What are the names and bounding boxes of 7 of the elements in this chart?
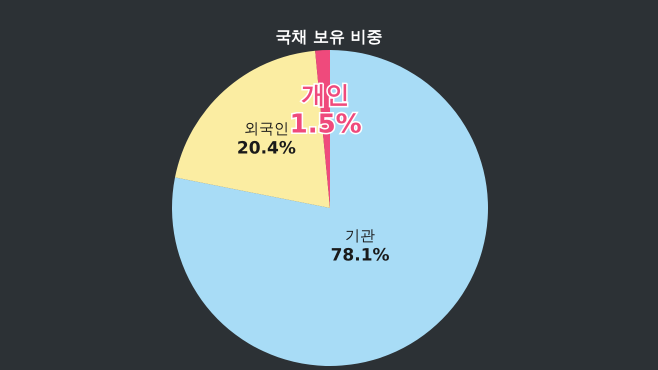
slice-label: 기관 xyxy=(345,226,376,245)
slice-label: 개인 xyxy=(302,80,350,108)
data-label: 20.4% xyxy=(236,138,296,159)
data-label: 78.1% xyxy=(330,246,390,266)
chart-title: 국채 보유 비중 xyxy=(275,27,383,46)
data-label: 1.5% xyxy=(290,109,362,140)
slice-label: 외국인 xyxy=(244,120,289,138)
